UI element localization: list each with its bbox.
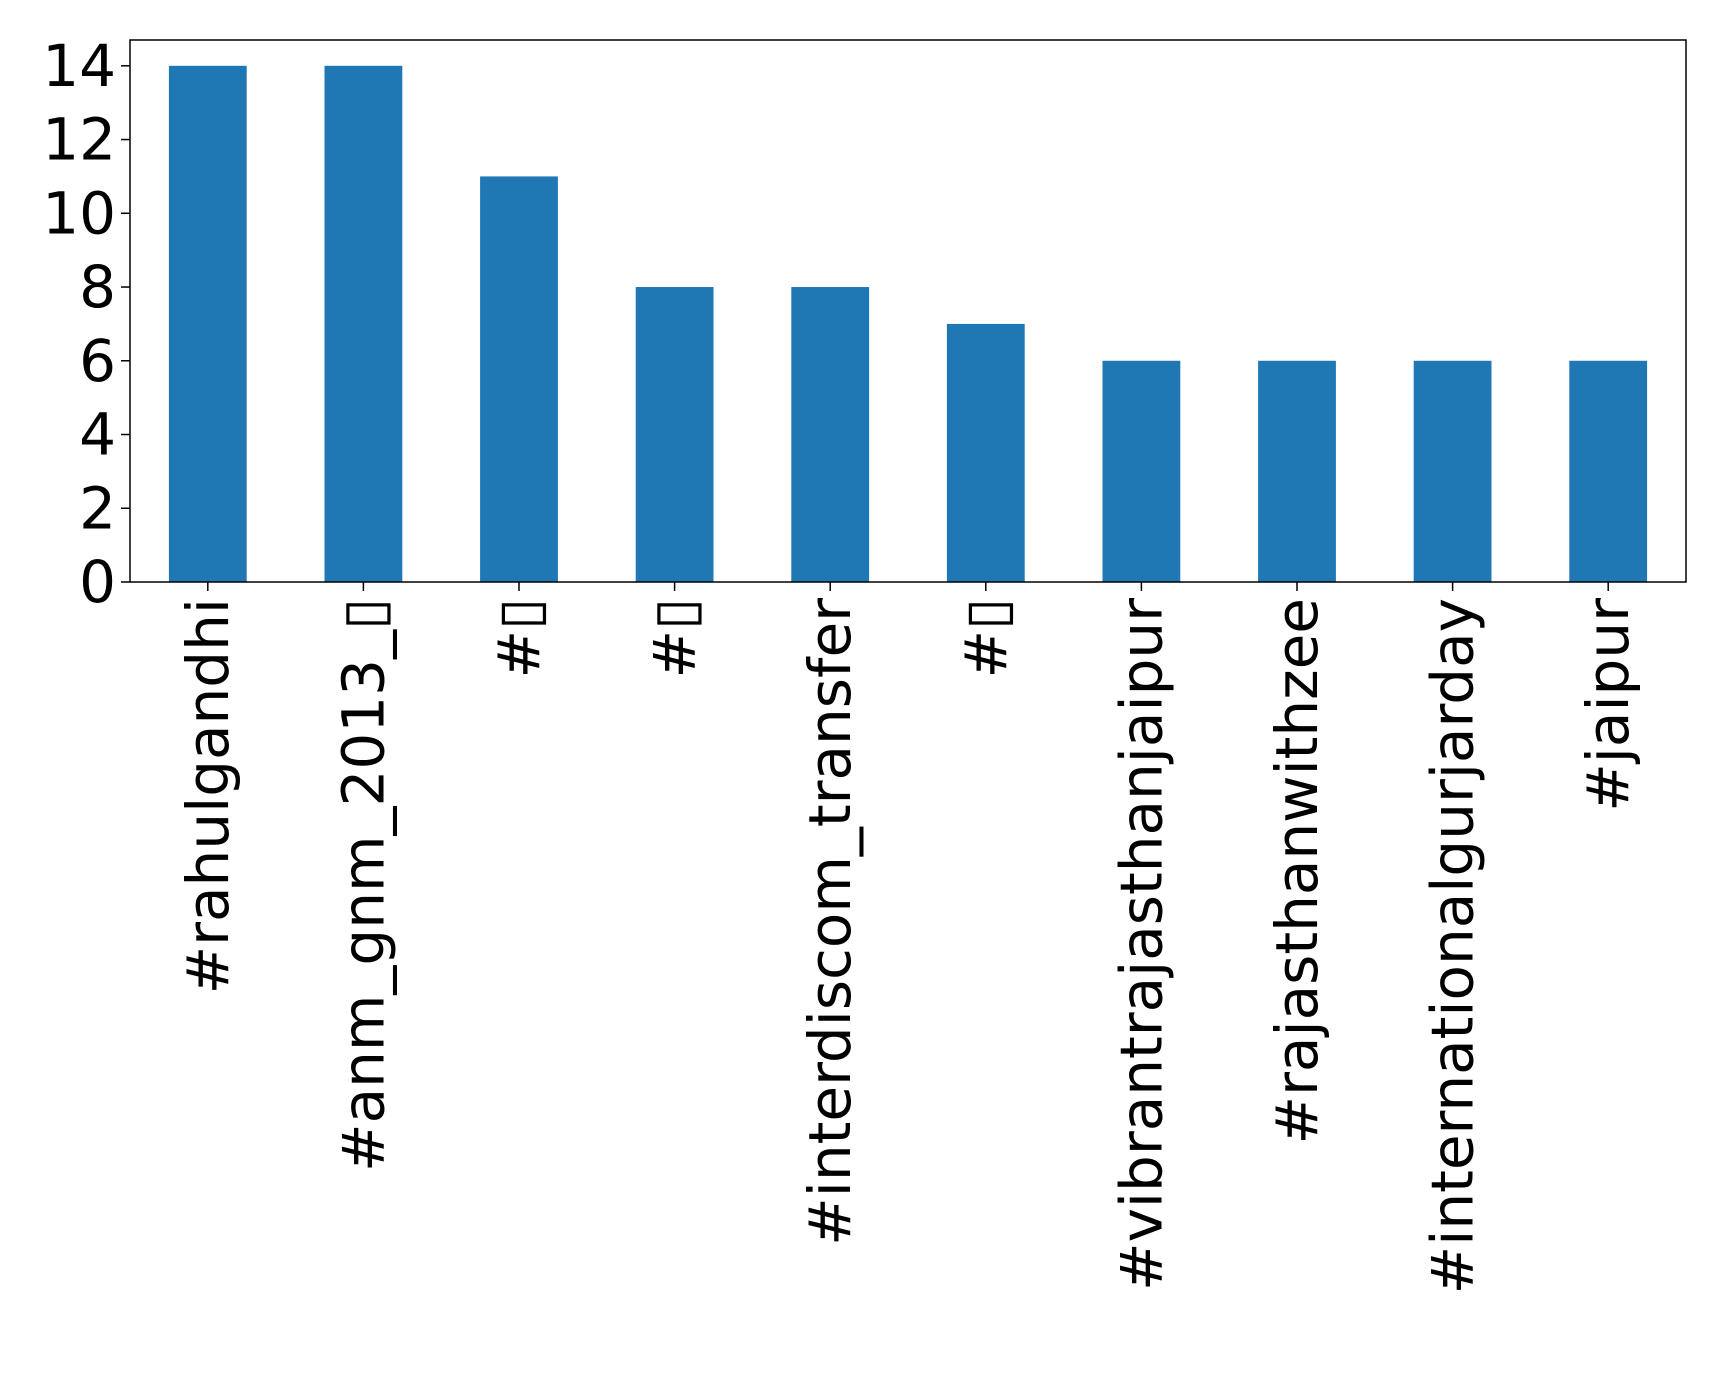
- bar-9: [1569, 360, 1648, 582]
- y-tick-label-6: 12: [42, 106, 116, 174]
- plot-frame: [129, 39, 1687, 583]
- bar-1: [324, 65, 403, 582]
- bar-5: [946, 323, 1025, 582]
- bar-7: [1258, 360, 1336, 582]
- bar-0: [168, 65, 247, 582]
- bars-group: [168, 65, 1648, 583]
- x-tick-label-2: #▯: [485, 598, 553, 679]
- bar-4: [791, 287, 870, 582]
- x-tick-label-8: #internationalgurjarday: [1419, 598, 1487, 1294]
- x-tick-label-4: #interdiscom_transfer: [796, 598, 864, 1246]
- y-tick-label-4: 8: [79, 253, 116, 321]
- bar-2: [480, 176, 558, 583]
- x-tick-label-5: #▯: [952, 598, 1020, 679]
- bar-6: [1102, 360, 1181, 582]
- x-axis: #rahulgandhi #anm_gnm_2013_▯ #▯ #▯ #interdis…: [174, 582, 1642, 1294]
- y-tick-label-3: 6: [79, 327, 116, 395]
- y-tick-label-1: 2: [79, 474, 116, 542]
- y-tick-label-7: 14: [42, 32, 116, 100]
- y-tick-label-0: 0: [79, 548, 116, 616]
- x-tick-label-1: #anm_gnm_2013_▯: [329, 598, 397, 1172]
- x-tick-label-3: #▯: [641, 598, 709, 679]
- bar-3: [635, 287, 714, 582]
- bar-8: [1413, 360, 1492, 582]
- x-tick-label-7: #rajasthanwithzee: [1263, 598, 1331, 1145]
- x-tick-label-0: #rahulgandhi: [174, 598, 242, 994]
- y-tick-label-2: 4: [79, 401, 116, 469]
- x-tick-label-9: #jaipur: [1574, 598, 1642, 812]
- y-tick-label-5: 10: [42, 179, 116, 247]
- x-tick-label-6: #vibrantrajasthanjaipur: [1107, 598, 1175, 1291]
